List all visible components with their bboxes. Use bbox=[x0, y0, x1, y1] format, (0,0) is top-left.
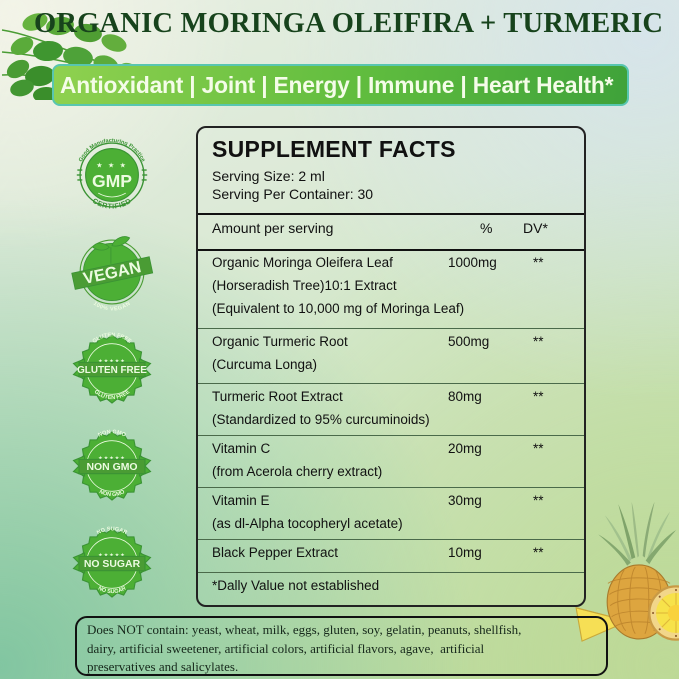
svg-text:★ ★ ★: ★ ★ ★ bbox=[96, 161, 127, 169]
svg-text:GLUTEN FREE: GLUTEN FREE bbox=[77, 365, 147, 376]
svg-text:100% VEGAN: 100% VEGAN bbox=[92, 301, 132, 313]
svg-text:NO SUGAR: NO SUGAR bbox=[84, 559, 141, 570]
svg-text:GMP: GMP bbox=[92, 171, 132, 191]
svg-text:NON GMO: NON GMO bbox=[86, 462, 137, 473]
